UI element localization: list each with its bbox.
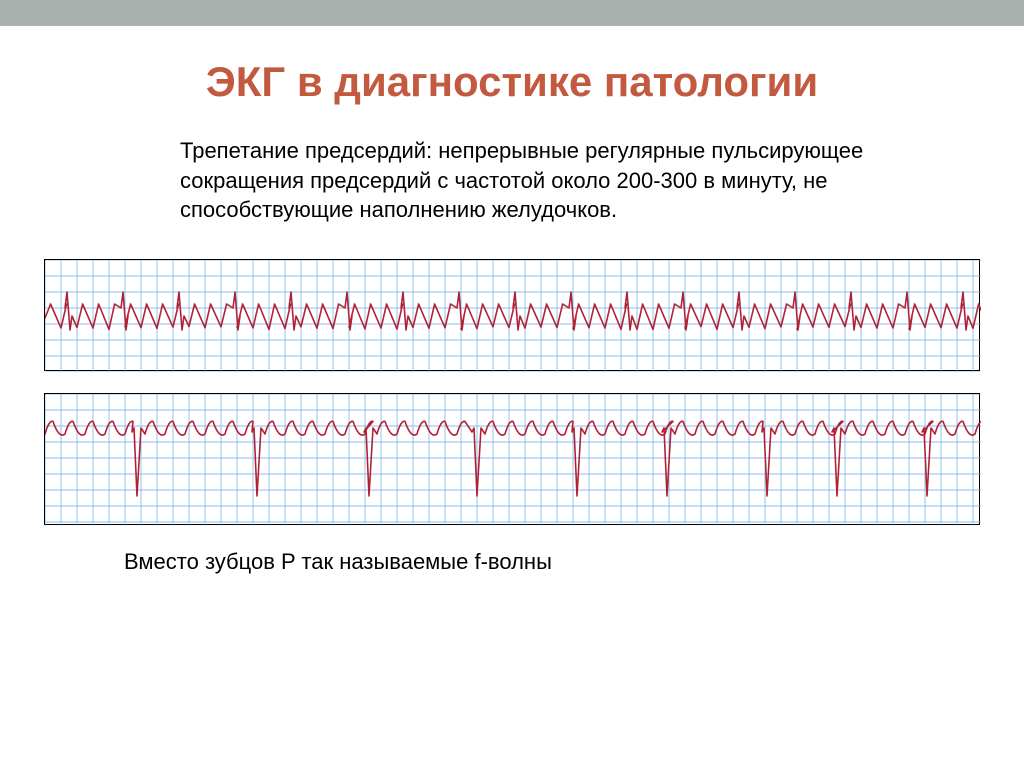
header-bar bbox=[0, 0, 1024, 26]
slide-content: ЭКГ в диагностике патологии Трепетание п… bbox=[0, 26, 1024, 577]
ecg-grid bbox=[45, 394, 981, 526]
caption-text: Вместо зубцов P так называемые f-волны bbox=[124, 547, 984, 577]
slide-title: ЭКГ в диагностике патологии bbox=[40, 58, 984, 106]
ecg-strip-1 bbox=[44, 259, 980, 371]
ecg-strip-2 bbox=[44, 393, 980, 525]
ecg-trace bbox=[45, 421, 981, 496]
description-text: Трепетание предсердий: непрерывные регул… bbox=[180, 136, 950, 225]
